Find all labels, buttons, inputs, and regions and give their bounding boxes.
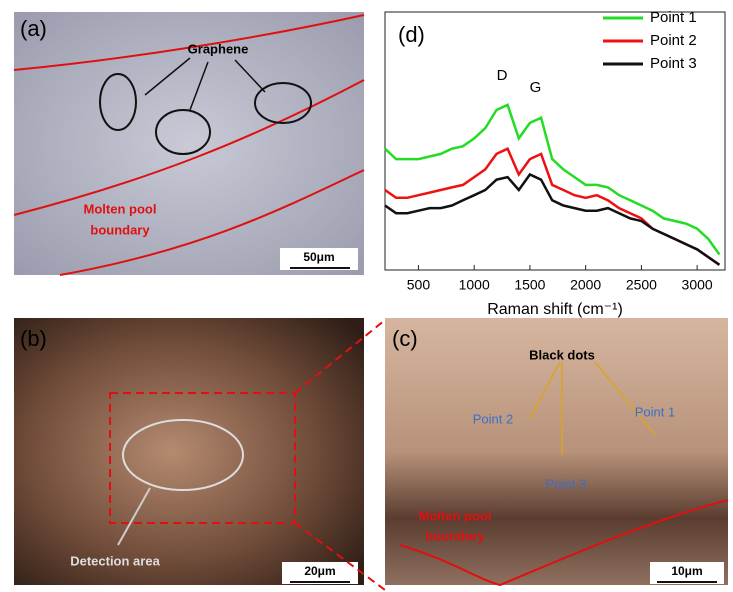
panel-label: (c) (392, 326, 418, 351)
x-tick-label: 2500 (626, 277, 657, 293)
annotation: Graphene (188, 41, 249, 56)
plot-frame (385, 12, 725, 270)
x-tick-label: 1000 (459, 277, 490, 293)
series-line (385, 149, 719, 265)
micrograph (14, 318, 364, 585)
x-axis-label: Raman shift (cm⁻¹) (487, 301, 623, 318)
scale-label: 20μm (304, 564, 335, 578)
peak-label: G (530, 79, 542, 96)
panel-label: (b) (20, 326, 47, 351)
annotation: Molten pool (419, 508, 492, 523)
series-line (385, 105, 719, 255)
panel-a: (a) Graphene Molten pool boundary 50μm (14, 12, 364, 275)
panel-b: (b) Detection area 20μm (14, 318, 364, 585)
legend-label: Point 1 (650, 9, 697, 26)
annotation: Point 2 (473, 411, 513, 426)
legend-label: Point 3 (650, 55, 697, 72)
annotation: Black dots (529, 347, 595, 362)
x-tick-label: 500 (407, 277, 431, 293)
annotation: Detection area (70, 553, 160, 568)
x-tick-label: 3000 (682, 277, 713, 293)
x-tick-label: 2000 (570, 277, 601, 293)
annotation: boundary (425, 528, 485, 543)
annotation: Point 1 (635, 404, 675, 419)
panel-c: (c) Black dots Point 2 Point 1 Point 3 M… (385, 318, 728, 585)
annotation: Point 3 (546, 476, 586, 491)
raman-chart: (d) Raman shift (cm⁻¹) 500 1000 1500 2000 25… (385, 9, 725, 318)
panel-label: (a) (20, 16, 47, 41)
legend-label: Point 2 (650, 32, 697, 49)
x-tick-label: 1500 (514, 277, 545, 293)
annotation: boundary (90, 222, 150, 237)
scale-label: 10μm (671, 564, 702, 578)
figure: (a) Graphene Molten pool boundary 50μm (… (0, 0, 733, 592)
peak-label: D (497, 67, 508, 84)
panel-label: (d) (398, 22, 425, 47)
annotation: Molten pool (84, 201, 157, 216)
scale-label: 50μm (303, 250, 334, 264)
